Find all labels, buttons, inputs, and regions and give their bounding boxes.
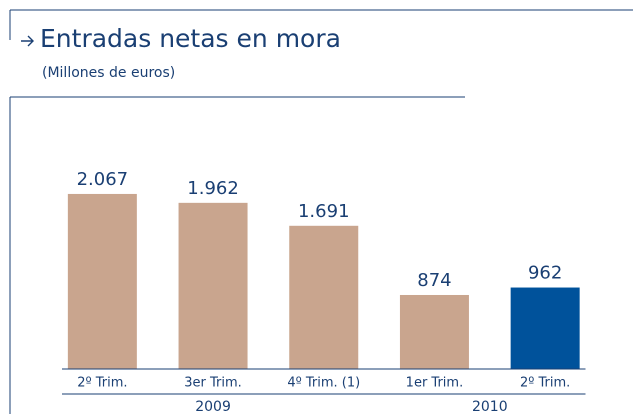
x-tick-label: 1er Trim.	[406, 376, 464, 391]
bar	[510, 287, 580, 369]
title-arrow	[21, 35, 34, 47]
x-tick-label: 3er Trim.	[184, 376, 242, 391]
x-tick-label: 2º Trim.	[520, 376, 570, 391]
chart-subtitle: (Millones de euros)	[42, 65, 175, 81]
group-label: 2010	[472, 399, 508, 414]
bar	[178, 202, 248, 369]
x-tick-label: 2º Trim.	[77, 376, 127, 391]
value-label: 2.067	[77, 169, 129, 190]
bar	[399, 294, 469, 369]
chart-title: Entradas netas en mora	[40, 24, 341, 53]
group-label: 2009	[195, 399, 231, 414]
x-tick-label: 4º Trim. (1)	[287, 376, 360, 391]
bar	[67, 193, 137, 369]
bar	[289, 225, 359, 369]
value-label: 1.691	[298, 201, 350, 222]
value-label: 1.962	[187, 178, 239, 199]
value-label: 962	[528, 263, 562, 284]
value-label: 874	[417, 270, 451, 291]
